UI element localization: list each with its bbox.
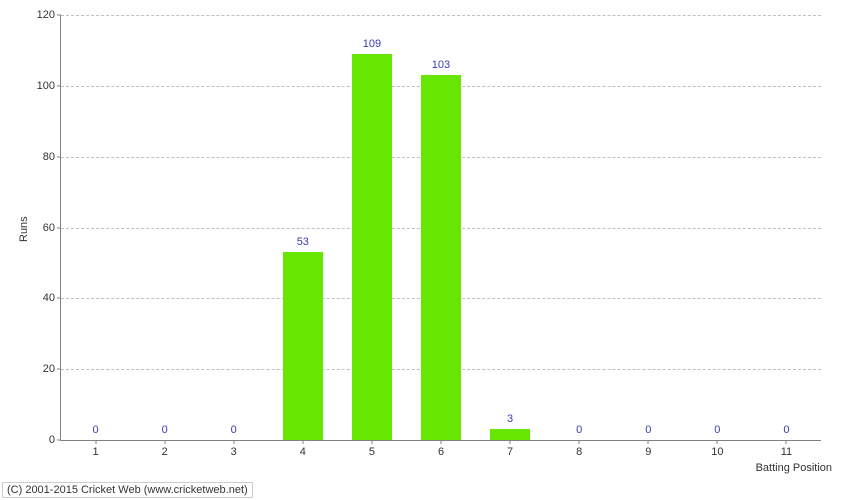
xtick-label: 2 — [162, 440, 168, 458]
bar: 3 — [490, 429, 530, 440]
bar: 53 — [283, 252, 323, 440]
bar-value-label: 109 — [363, 38, 381, 50]
chart-container: 0204060801001201020304535109610373809010… — [0, 0, 850, 500]
bar-value-label: 0 — [92, 424, 98, 436]
bar-value-label: 0 — [231, 424, 237, 436]
bar-value-label: 0 — [783, 424, 789, 436]
y-axis-label: Runs — [18, 216, 30, 242]
bar-value-label: 0 — [714, 424, 720, 436]
bar-value-label: 0 — [576, 424, 582, 436]
gridline — [61, 15, 821, 16]
ytick-label: 100 — [37, 80, 61, 92]
plot-area: 0204060801001201020304535109610373809010… — [60, 15, 821, 441]
ytick-label: 80 — [43, 151, 61, 163]
xtick-label: 3 — [231, 440, 237, 458]
xtick-label: 5 — [369, 440, 375, 458]
ytick-label: 0 — [49, 434, 61, 446]
ytick-label: 40 — [43, 292, 61, 304]
bar-value-label: 103 — [432, 59, 450, 71]
bar-value-label: 0 — [162, 424, 168, 436]
bar-value-label: 3 — [507, 413, 513, 425]
xtick-label: 10 — [711, 440, 723, 458]
ytick-label: 20 — [43, 363, 61, 375]
xtick-label: 8 — [576, 440, 582, 458]
bar: 103 — [421, 75, 461, 440]
xtick-label: 1 — [92, 440, 98, 458]
xtick-label: 11 — [781, 440, 792, 458]
bar: 109 — [352, 54, 392, 440]
xtick-label: 7 — [507, 440, 513, 458]
xtick-label: 4 — [300, 440, 306, 458]
xtick-label: 9 — [645, 440, 651, 458]
x-axis-label: Batting Position — [756, 462, 832, 474]
copyright-text: (C) 2001-2015 Cricket Web (www.cricketwe… — [2, 482, 253, 498]
bar-value-label: 0 — [645, 424, 651, 436]
bar-value-label: 53 — [297, 236, 309, 248]
ytick-label: 120 — [37, 9, 61, 21]
ytick-label: 60 — [43, 222, 61, 234]
xtick-label: 6 — [438, 440, 444, 458]
